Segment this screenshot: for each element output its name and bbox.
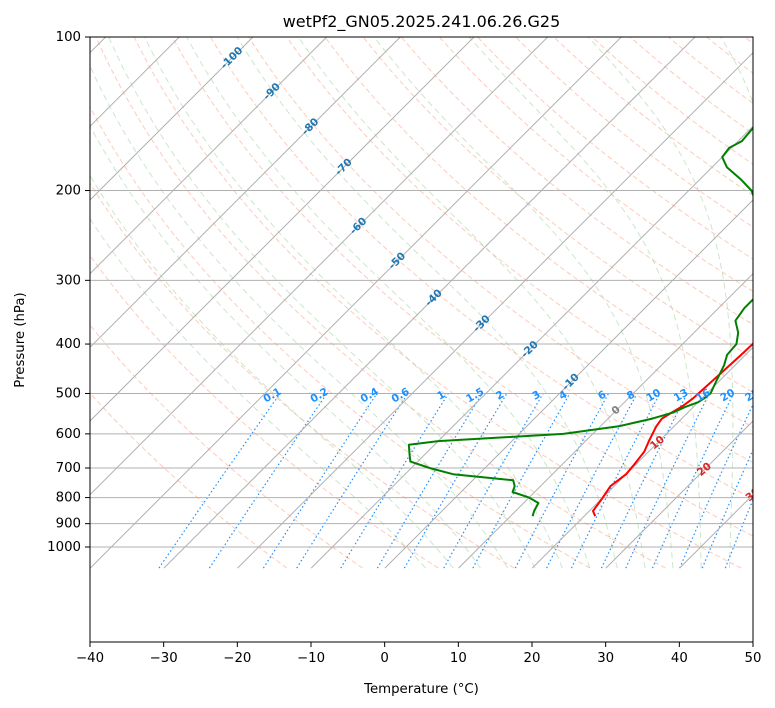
dry-adiabat-line — [248, 37, 753, 464]
chart-title: wetPf2_GN05.2025.241.06.26.G25 — [283, 12, 561, 32]
dry-adiabat-line — [95, 37, 666, 569]
isotherm-gridline — [605, 420, 753, 569]
x-tick-label: −40 — [76, 651, 104, 666]
dry-adiabat-line — [90, 324, 363, 569]
x-tick-label: −10 — [297, 651, 325, 666]
y-tick-label: 700 — [56, 461, 81, 476]
dry-adiabat-line — [133, 37, 742, 569]
isotherm-gridline — [163, 37, 696, 569]
dry-adiabat-line — [171, 37, 753, 537]
y-tick-label: 600 — [56, 427, 81, 442]
y-tick-label: 500 — [56, 386, 81, 401]
x-tick-label: 40 — [671, 651, 688, 666]
y-tick-label: 200 — [56, 184, 81, 199]
dewpoint-profile-line — [407, 126, 753, 517]
isotherm-gridline — [90, 37, 623, 569]
x-tick-label: 50 — [745, 651, 762, 666]
isotherm-gridline — [90, 37, 402, 349]
y-axis-title: Pressure (hPa) — [13, 292, 28, 387]
y-tick-label: 1000 — [47, 540, 81, 555]
isotherm-gridline — [458, 272, 753, 569]
dry-adiabat-line — [90, 392, 288, 569]
x-tick-label: 30 — [597, 651, 614, 666]
isotherm-gridline — [310, 125, 753, 569]
moist-adiabat-line — [108, 37, 536, 569]
x-tick-label: −20 — [223, 651, 251, 666]
dry-adiabat-line — [400, 37, 753, 326]
x-tick-label: 20 — [524, 651, 541, 666]
plot-frame — [89, 36, 754, 643]
isotherm-gridline — [237, 51, 753, 569]
x-tick-label: −30 — [150, 651, 178, 666]
moist-adiabat-label: 30 — [743, 486, 762, 505]
y-tick-label: 900 — [56, 517, 81, 532]
dry-adiabat-line — [209, 37, 753, 500]
mixing-ratio-label: 25 — [743, 387, 762, 405]
y-tick-label: 800 — [56, 491, 81, 506]
isotherm-gridline — [90, 37, 475, 422]
dry-adiabat-line — [438, 37, 753, 293]
isotherm-gridline — [90, 37, 181, 128]
temperature-profile-line — [592, 342, 753, 517]
x-tick-label: 10 — [450, 651, 467, 666]
isotherm-gridline — [90, 37, 328, 275]
x-axis-title: Temperature (°C) — [363, 682, 479, 697]
dry-adiabat-line — [476, 37, 753, 260]
y-tick-label: 400 — [56, 337, 81, 352]
dry-adiabat-line — [90, 254, 439, 569]
y-tick-label: 300 — [56, 273, 81, 288]
x-tick-label: 0 — [380, 651, 388, 666]
isotherm-gridline — [90, 37, 549, 496]
moist-adiabat-line — [144, 37, 563, 569]
isotherm-gridline — [90, 37, 254, 201]
y-tick-label: 100 — [56, 30, 81, 45]
